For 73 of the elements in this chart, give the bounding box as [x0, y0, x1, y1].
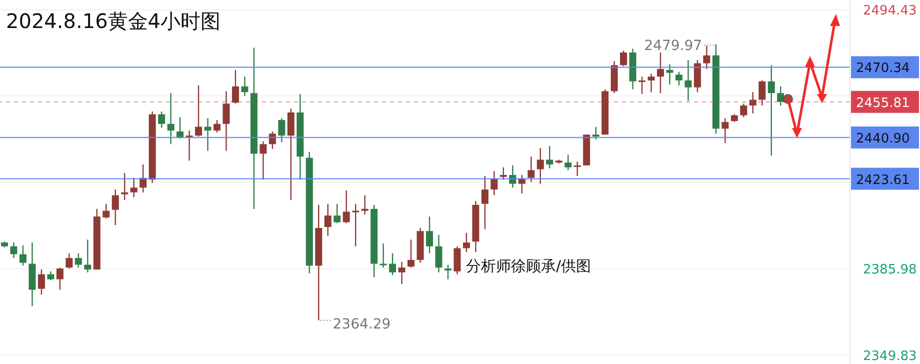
candlestick: [56, 266, 64, 290]
candlestick: [481, 175, 488, 230]
candlestick: [214, 119, 220, 134]
candlestick: [38, 268, 45, 296]
candlestick: [500, 166, 507, 180]
ref-line-label: 2455.81: [856, 96, 910, 111]
candlestick: [112, 188, 119, 226]
candlestick: [74, 252, 82, 268]
candlestick: [278, 118, 286, 143]
candlestick: [426, 216, 433, 254]
candlestick: [740, 102, 748, 118]
y-tick-label: 2494.43: [863, 4, 917, 19]
candlestick: [656, 52, 664, 94]
candlestick: [84, 239, 92, 273]
candlestick: [666, 64, 674, 86]
candlestick: [389, 252, 396, 276]
candlestick: [204, 118, 212, 152]
candlestick: [620, 50, 628, 67]
candlestick: [592, 126, 600, 140]
candlestick: [232, 69, 239, 104]
candlestick: [408, 239, 415, 268]
candlestick: [462, 232, 470, 253]
candlestick: [130, 177, 138, 198]
annotation: 2479.97: [644, 38, 702, 54]
y-tick-label: 2349.83: [863, 348, 917, 364]
candlestick: [435, 234, 442, 273]
candlestick: [352, 203, 360, 247]
candlestick: [158, 110, 166, 128]
candlestick: [342, 190, 350, 224]
candlestick: [574, 160, 581, 177]
candlestick: [638, 76, 646, 95]
candlestick: [186, 130, 193, 162]
annotation: 分析师徐顾承/供图: [466, 257, 592, 276]
annotation: 2364.29: [332, 316, 391, 332]
candlestick: [260, 140, 267, 180]
candlestick: [10, 242, 18, 259]
candlestick: [703, 45, 710, 70]
candlestick: [241, 76, 248, 97]
candlestick: [546, 145, 554, 169]
candlestick: [222, 90, 230, 152]
candlestick: [490, 170, 498, 196]
candlestick: [380, 242, 387, 268]
candlestick: [564, 154, 572, 171]
candlestick: [684, 60, 692, 102]
candlestick: [361, 194, 368, 216]
candlestick: [334, 203, 341, 224]
candlestick: [648, 73, 655, 93]
candlestick: [19, 244, 26, 266]
candlestick: [777, 86, 784, 106]
candlestick: [167, 92, 174, 145]
candlestick: [195, 84, 202, 138]
candlestick: [768, 64, 775, 156]
text: 2024.8.16黄金4小时图: [6, 8, 221, 35]
candlestick: [176, 116, 184, 140]
ref-line-label: 2470.34: [856, 61, 910, 76]
ref-line-label: 2423.61: [856, 172, 910, 188]
y-tick-label: 2385.98: [863, 262, 917, 278]
ref-line-label: 2440.90: [856, 131, 910, 146]
candlestick: [722, 118, 729, 144]
candlestick: [758, 80, 766, 106]
candlestick: [528, 156, 535, 182]
candlestick: [102, 203, 110, 219]
candlestick: [121, 172, 128, 201]
candlestick: [398, 261, 406, 285]
candlestick: [675, 71, 682, 86]
candlestick: [66, 252, 73, 270]
candlestick: [536, 147, 544, 184]
candlestick: [749, 92, 756, 114]
candlestick: [324, 203, 332, 236]
candlestick: [268, 130, 276, 150]
candlestick: [444, 264, 452, 280]
candlestick: [287, 108, 294, 201]
candlestick: [454, 246, 461, 275]
